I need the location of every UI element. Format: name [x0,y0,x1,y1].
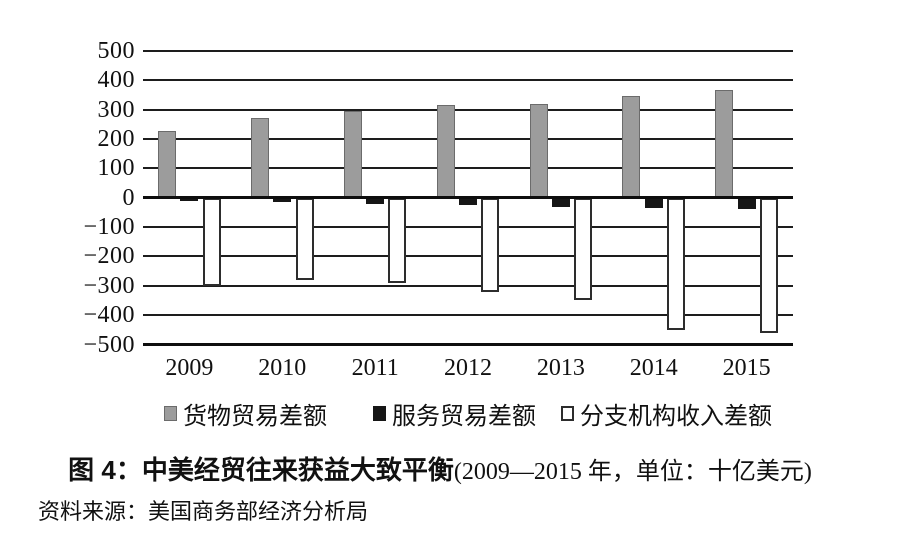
legend-label-services: 服务贸易差额 [392,403,536,430]
legend-swatch-goods-icon [164,406,177,421]
bar-services-trade-balance-2014 [644,197,663,209]
bar-goods-trade-balance-2015 [715,90,734,198]
gridline--300 [143,284,793,287]
legend-item-branch-income-balance: 分支机构收入差额 [561,396,772,431]
data-source-note: 资料来源：美国商务部经济分析局 [38,499,369,524]
figure-subtitle: (2009—2015 年，单位：十亿美元) [453,459,812,485]
x-axis-year-label: 2013 [536,355,585,381]
y-axis-tick-label: 100 [97,155,135,182]
y-axis-tick-label: −400 [83,302,135,329]
legend-label-goods: 货物贸易差额 [183,403,327,430]
bar-goods-trade-balance-2012 [436,105,455,198]
gridline-300 [143,108,793,111]
chart-legend: 货物贸易差额 服务贸易差额 分支机构收入差额 [128,396,808,431]
legend-swatch-services-icon [373,406,386,421]
bar-branch-income-balance-2014 [667,197,685,330]
x-axis-year-label: 2009 [165,355,214,381]
figure-title: 中美经贸往来获益大致平衡 [141,455,454,485]
y-axis-tick-label: −500 [83,331,135,358]
y-axis-tick-label: 500 [97,38,135,64]
bar-services-trade-balance-2015 [737,197,756,210]
gridline-100 [143,167,793,170]
x-axis-year-label: 2015 [722,355,771,381]
bar-goods-trade-balance-2009 [158,131,177,198]
bar-goods-trade-balance-2014 [622,96,641,198]
bar-branch-income-balance-2010 [295,197,314,280]
x-axis-year-label: 2011 [351,355,399,381]
bar-goods-trade-balance-2010 [250,117,269,198]
gridline--400 [143,314,793,317]
gridline-0 [143,196,793,200]
y-axis-tick-label: 200 [97,126,135,153]
gridline-500 [143,50,793,52]
gridline--100 [143,226,793,229]
y-axis-tick-label: 400 [97,67,135,94]
bar-goods-trade-balance-2013 [529,104,548,198]
legend-item-goods-trade-balance: 货物贸易差额 [164,396,327,431]
gridline--500 [143,343,793,346]
x-axis-year-label: 2010 [258,355,307,381]
bar-goods-trade-balance-2011 [343,111,362,198]
gridline-400 [143,79,793,82]
bar-branch-income-balance-2011 [388,197,407,283]
gridline--200 [143,255,793,258]
x-axis-year-label: 2012 [444,355,492,381]
bar-branch-income-balance-2013 [574,197,593,301]
x-axis-year-label: 2014 [629,355,678,381]
y-axis-tick-label: −100 [83,214,135,241]
legend-label-branch: 分支机构收入差额 [580,403,772,430]
bar-branch-income-balance-2012 [481,197,500,292]
y-axis-tick-label: −300 [83,272,135,299]
legend-item-services-trade-balance: 服务贸易差额 [373,396,536,431]
figure-number-label: 图 4： [68,455,142,485]
gridline-200 [143,138,793,141]
legend-swatch-branch-icon [561,406,574,421]
y-axis-tick-label: 300 [97,96,135,123]
y-axis-tick-label: −200 [83,243,135,270]
figure-caption: 图 4：中美经贸往来获益大致平衡(2009—2015 年，单位：十亿美元) [0,450,880,487]
y-axis-tick-label: 0 [122,184,135,211]
bar-branch-income-balance-2015 [759,197,778,333]
bar-branch-income-balance-2009 [202,197,221,286]
